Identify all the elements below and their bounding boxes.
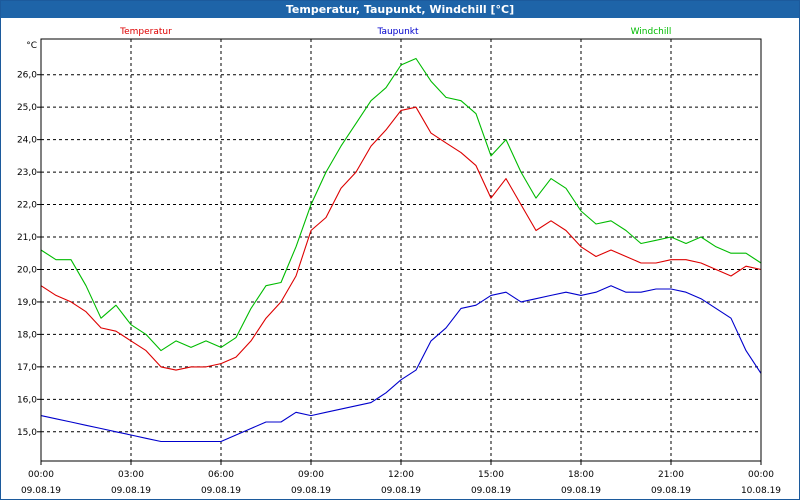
y-tick-label: 23,0 — [17, 168, 37, 178]
y-tick-label: 25,0 — [17, 103, 37, 113]
legend: Temperatur Taupunkt Windchill — [119, 27, 671, 37]
x-tick-date-label: 09.08.19 — [381, 486, 421, 496]
y-tick-label: 21,0 — [17, 233, 37, 243]
y-tick-label: 18,0 — [17, 330, 37, 340]
x-tick-time-label: 00:00 — [748, 470, 774, 480]
grid — [41, 39, 761, 461]
x-tick-time-label: 21:00 — [658, 470, 684, 480]
x-tick-date-label: 09.08.19 — [651, 486, 691, 496]
x-tick-time-label: 12:00 — [388, 470, 414, 480]
y-tick-label: 20,0 — [17, 265, 37, 275]
x-tick-time-label: 18:00 — [568, 470, 594, 480]
axes: 15,0 16,0 17,0 18,0 19,0 20,0 21,0 22,0 23,0 24,0… — [17, 41, 781, 496]
x-tick-date-label: 09.08.19 — [111, 486, 151, 496]
y-axis-unit-label: °C — [26, 41, 37, 51]
x-tick-date-label: 09.08.19 — [21, 486, 61, 496]
x-tick-time-label: 00:00 — [28, 470, 54, 480]
y-tick-label: 17,0 — [17, 363, 37, 373]
plot-series — [40, 57, 762, 443]
legend-item-temperatur: Temperatur — [119, 27, 172, 37]
series-line-windchill — [40, 57, 762, 352]
x-tick-time-label: 09:00 — [298, 470, 324, 480]
x-tick-time-label: 03:00 — [118, 470, 144, 480]
x-tick-date-label: 09.08.19 — [201, 486, 241, 496]
y-tick-label: 26,0 — [17, 71, 37, 81]
x-tick-date-label: 10.08.19 — [741, 486, 781, 496]
x-tick-time-label: 06:00 — [208, 470, 234, 480]
series-line-taupunkt — [40, 285, 762, 443]
series-line-temperatur — [40, 106, 762, 371]
y-tick-label: 19,0 — [17, 298, 37, 308]
legend-item-windchill: Windchill — [631, 27, 672, 37]
x-tick-date-label: 09.08.19 — [291, 486, 331, 496]
legend-item-taupunkt: Taupunkt — [376, 27, 419, 37]
y-tick-label: 16,0 — [17, 395, 37, 405]
window-title: Temperatur, Taupunkt, Windchill [°C] — [1, 1, 799, 18]
y-tick-label: 15,0 — [17, 428, 37, 438]
x-tick-date-label: 09.08.19 — [561, 486, 601, 496]
y-tick-label: 22,0 — [17, 201, 37, 211]
x-tick-time-label: 15:00 — [478, 470, 504, 480]
x-tick-date-label: 09.08.19 — [471, 486, 511, 496]
y-tick-label: 24,0 — [17, 136, 37, 146]
